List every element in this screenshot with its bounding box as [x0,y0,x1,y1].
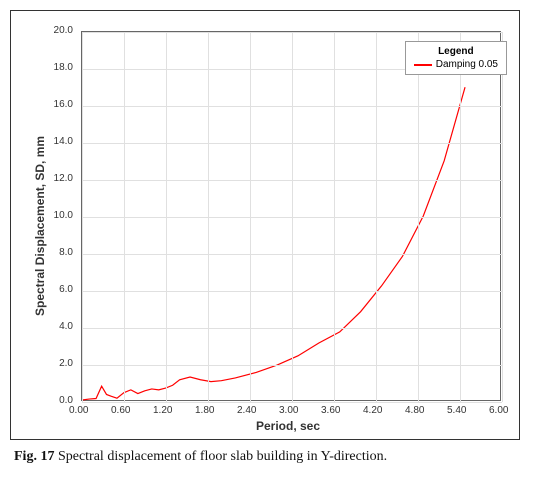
x-tick-label: 3.60 [321,405,340,416]
chart-container: Legend Damping 0.05 Period, sec Spectral… [10,10,520,440]
y-axis-label: Spectral Displacement, SD, mm [33,136,47,316]
x-tick-label: 4.80 [405,405,424,416]
x-tick-label: 6.00 [489,405,508,416]
x-tick-label: 5.40 [447,405,466,416]
y-tick-label: 0.0 [59,395,73,406]
y-tick-label: 14.0 [54,136,73,147]
x-tick-label: 0.00 [69,405,88,416]
y-tick-label: 20.0 [54,25,73,36]
y-tick-label: 2.0 [59,358,73,369]
caption-label: Fig. 17 [14,449,54,464]
x-tick-label: 1.80 [195,405,214,416]
legend-label: Damping 0.05 [436,59,498,70]
caption-text: Spectral displacement of floor slab buil… [58,449,387,464]
line-plot-svg [82,32,500,400]
y-tick-label: 10.0 [54,210,73,221]
y-tick-label: 16.0 [54,99,73,110]
legend-title: Legend [414,46,498,57]
y-tick-label: 18.0 [54,62,73,73]
figure-caption: Fig. 17 Spectral displacement of floor s… [14,448,514,467]
y-tick-label: 12.0 [54,173,73,184]
legend-item: Damping 0.05 [414,59,498,70]
x-tick-label: 1.20 [153,405,172,416]
x-axis-label: Period, sec [256,419,320,433]
plot-area [81,31,501,401]
x-tick-label: 2.40 [237,405,256,416]
series-line [82,87,465,400]
x-tick-label: 3.00 [279,405,298,416]
y-tick-label: 6.0 [59,284,73,295]
x-tick-label: 4.20 [363,405,382,416]
y-tick-label: 4.0 [59,321,73,332]
legend-swatch [414,64,432,66]
legend-box: Legend Damping 0.05 [405,41,507,75]
y-tick-label: 8.0 [59,247,73,258]
x-tick-label: 0.60 [111,405,130,416]
legend-items: Damping 0.05 [414,59,498,70]
